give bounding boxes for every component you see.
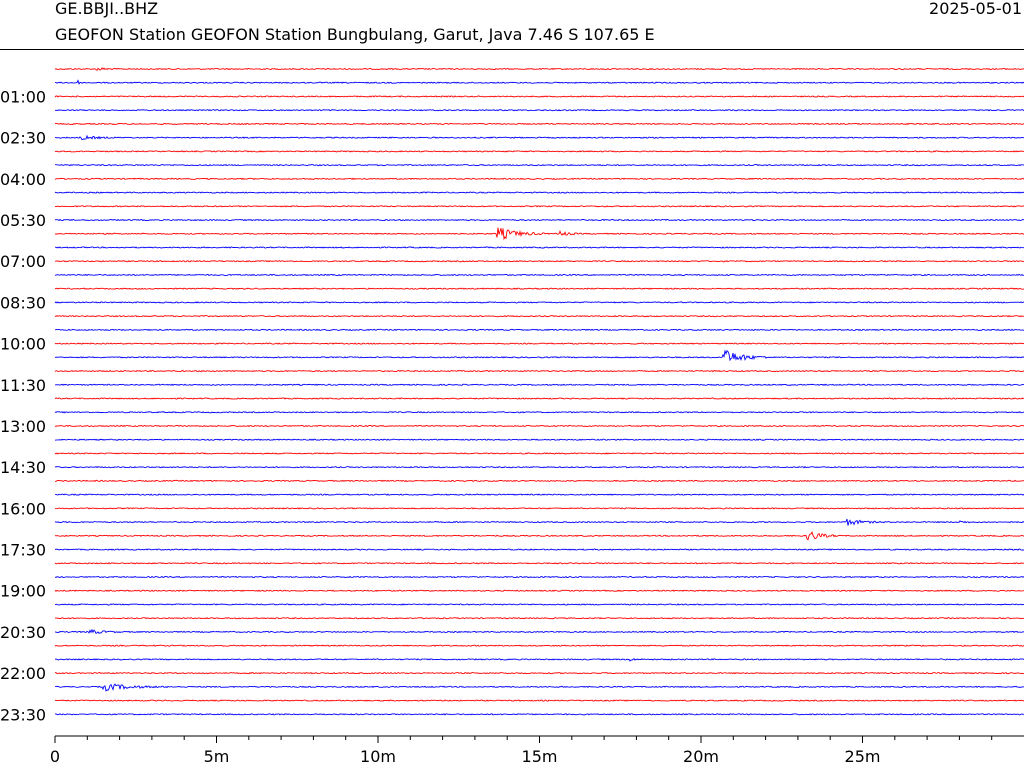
trace-row-41 bbox=[54, 628, 1024, 634]
trace-row-14 bbox=[54, 260, 1024, 263]
y-tick-label: 13:00 bbox=[0, 417, 46, 436]
trace-row-47 bbox=[54, 713, 1024, 716]
trace-row-17 bbox=[54, 301, 1024, 304]
trace-row-24 bbox=[54, 397, 1024, 400]
y-tick-label: 22:00 bbox=[0, 664, 46, 683]
trace-row-9 bbox=[54, 191, 1024, 194]
trace-row-4 bbox=[54, 122, 1024, 126]
trace-row-37 bbox=[54, 575, 1024, 579]
trace-row-13 bbox=[55, 246, 1024, 249]
y-tick-label: 20:30 bbox=[0, 623, 46, 642]
y-tick-label: 08:30 bbox=[0, 293, 46, 312]
y-tick-label: 19:00 bbox=[0, 582, 46, 601]
trace-row-8 bbox=[54, 177, 1024, 181]
trace-row-46 bbox=[54, 699, 1024, 702]
y-tick-label: 01:00 bbox=[0, 87, 46, 106]
trace-row-3 bbox=[54, 109, 1024, 112]
trace-row-33 bbox=[54, 518, 1024, 526]
trace-row-23 bbox=[54, 383, 1024, 386]
trace-row-42 bbox=[54, 644, 1024, 647]
x-tick-label: 5m bbox=[204, 747, 230, 766]
trace-row-29 bbox=[54, 465, 1024, 469]
trace-row-39 bbox=[54, 603, 1024, 606]
trace-row-22 bbox=[54, 369, 1024, 373]
trace-row-32 bbox=[54, 507, 1024, 510]
x-tick-label: 25m bbox=[845, 747, 881, 766]
trace-row-31 bbox=[54, 493, 1024, 496]
y-tick-label: 04:00 bbox=[0, 170, 46, 189]
trace-row-36 bbox=[54, 562, 1024, 565]
trace-row-45 bbox=[54, 683, 1024, 692]
trace-row-7 bbox=[54, 163, 1024, 167]
x-tick-label: 20m bbox=[683, 747, 719, 766]
trace-row-21 bbox=[54, 349, 1024, 362]
y-tick-label: 02:30 bbox=[0, 129, 46, 148]
trace-row-43 bbox=[54, 657, 1024, 662]
plot-date: 2025-05-01 bbox=[929, 0, 1022, 18]
trace-row-0 bbox=[54, 67, 1024, 71]
x-axis: 0 5m 10m 15m 20m 25m bbox=[50, 735, 1024, 766]
trace-row-10 bbox=[54, 205, 1024, 208]
trace-row-25 bbox=[54, 411, 1024, 414]
y-tick-label: 07:00 bbox=[0, 252, 46, 271]
trace-row-18 bbox=[54, 314, 1024, 318]
y-tick-label: 14:30 bbox=[0, 458, 46, 477]
trace-row-38 bbox=[54, 589, 1024, 592]
x-tick-label: 15m bbox=[522, 747, 558, 766]
trace-row-2 bbox=[54, 95, 1024, 98]
trace-row-44 bbox=[54, 671, 1024, 675]
y-tick-label: 23:30 bbox=[0, 705, 46, 724]
y-axis-labels: 01:00 02:30 04:00 05:30 07:00 08:30 10:00 11:30… bbox=[0, 87, 46, 724]
trace-row-20 bbox=[54, 342, 1024, 345]
y-tick-label: 05:30 bbox=[0, 211, 46, 230]
trace-row-30 bbox=[54, 479, 1024, 483]
x-tick-label: 0 bbox=[50, 747, 60, 766]
trace-row-28 bbox=[54, 452, 1024, 455]
trace-row-16 bbox=[54, 287, 1024, 290]
y-tick-label: 17:30 bbox=[0, 541, 46, 560]
trace-row-27 bbox=[54, 438, 1024, 441]
x-tick-label: 10m bbox=[360, 747, 396, 766]
trace-group bbox=[54, 67, 1024, 716]
trace-row-26 bbox=[54, 424, 1024, 428]
trace-row-5 bbox=[54, 134, 1024, 141]
trace-row-12 bbox=[54, 227, 1024, 241]
trace-row-1 bbox=[54, 79, 1024, 85]
y-tick-label: 11:30 bbox=[0, 376, 46, 395]
station-code: GE.BBJI..BHZ bbox=[55, 0, 159, 18]
station-description: GEOFON Station GEOFON Station Bungbulang… bbox=[55, 25, 655, 44]
trace-row-15 bbox=[54, 273, 1024, 277]
header-divider bbox=[0, 49, 1024, 50]
y-tick-label: 16:00 bbox=[0, 499, 46, 518]
trace-row-11 bbox=[54, 218, 1024, 222]
trace-row-19 bbox=[54, 328, 1024, 332]
trace-row-34 bbox=[54, 530, 1024, 541]
y-tick-label: 10:00 bbox=[0, 335, 46, 354]
trace-row-6 bbox=[54, 150, 1024, 153]
trace-row-40 bbox=[54, 617, 1024, 620]
trace-row-35 bbox=[54, 548, 1024, 551]
